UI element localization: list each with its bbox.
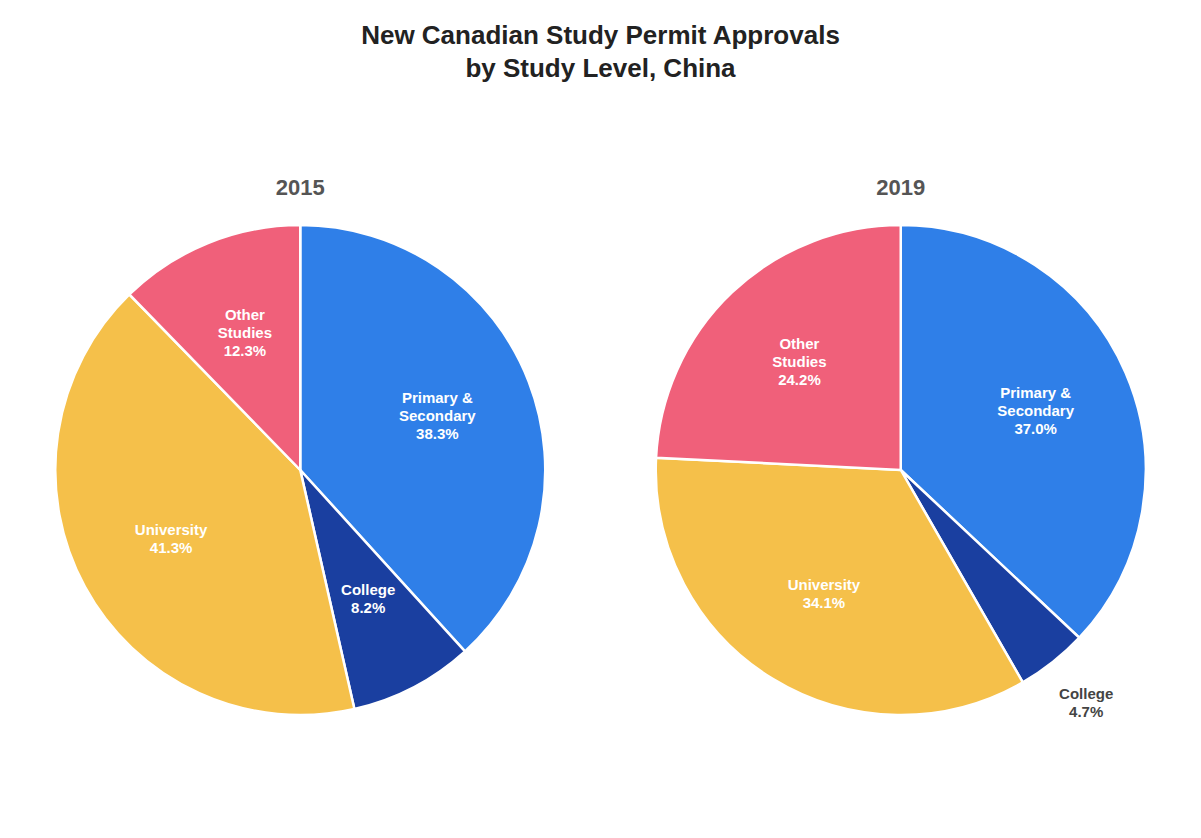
slice-labels: Primary &Secondary37.0% College4.7% Univer… (772, 335, 1113, 720)
slice-category-label: College (341, 581, 395, 598)
pie-title: 2019 (876, 175, 925, 200)
slice-value-label: 38.3% (416, 425, 459, 442)
slice-category-label: College (1059, 685, 1113, 702)
slice-category-label: OtherStudies (218, 306, 272, 341)
slice-category-label: Primary &Secondary (997, 384, 1074, 419)
slice-category-line: Secondary (399, 407, 476, 424)
slice-category-label: University (788, 576, 861, 593)
slice-value-label: 12.3% (224, 342, 267, 359)
chart-title-line: New Canadian Study Permit Approvals (361, 20, 840, 50)
slices (55, 225, 545, 715)
slice-value-label: 34.1% (803, 594, 846, 611)
chart-root: New Canadian Study Permit Approvalsby St… (0, 0, 1201, 838)
slice-category-line: Primary & (1000, 384, 1071, 401)
chart-title: New Canadian Study Permit Approvalsby St… (361, 20, 840, 83)
slice-category-line: College (341, 581, 395, 598)
pie-slice (656, 458, 1023, 715)
slice-category-label: University (135, 521, 208, 538)
slice-labels: Primary &Secondary38.3% College8.2% Univer… (135, 306, 477, 617)
slice-category-line: University (788, 576, 861, 593)
slice-category-line: Studies (772, 353, 826, 370)
slice-category-label: OtherStudies (772, 335, 826, 370)
slices (656, 225, 1146, 715)
slice-value-label: 37.0% (1014, 420, 1057, 437)
pie-title: 2015 (276, 175, 325, 200)
slice-value-label: 24.2% (778, 371, 821, 388)
slice-category-line: Other (225, 306, 265, 323)
slice-category-line: Studies (218, 324, 272, 341)
slice-category-line: University (135, 521, 208, 538)
pie-slice (129, 225, 300, 470)
slice-category-line: Secondary (997, 402, 1074, 419)
slice-category-label: Primary &Secondary (399, 389, 476, 424)
pie-slice (656, 225, 901, 470)
chart-title-line: by Study Level, China (465, 53, 736, 83)
slice-category-line: College (1059, 685, 1113, 702)
slice-value-label: 8.2% (351, 599, 385, 616)
pie-group: Primary &Secondary38.3% College8.2% Univer… (55, 225, 545, 715)
slice-value-label: 41.3% (150, 539, 193, 556)
slice-category-line: Primary & (402, 389, 473, 406)
slice-value-label: 4.7% (1069, 703, 1103, 720)
pie-group: Primary &Secondary37.0% College4.7% Univer… (656, 225, 1146, 720)
slice-category-line: Other (779, 335, 819, 352)
